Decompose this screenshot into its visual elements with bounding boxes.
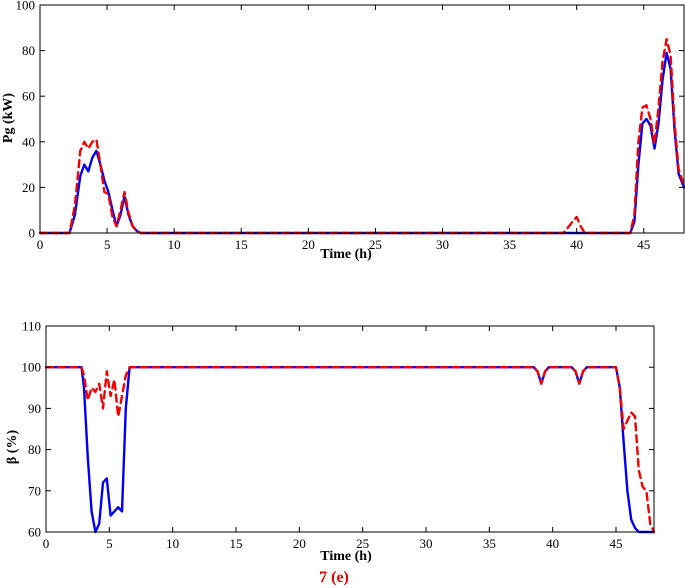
bottom-chart-y-tick-label: 80 — [28, 442, 41, 457]
top-chart-y-tick-label: 80 — [22, 43, 35, 58]
top-chart-y-ticks: 0 20 40 60 80 100 — [16, 0, 684, 241]
figure-caption: 7 (e) — [319, 569, 349, 586]
bottom-chart-x-tick-label: 40 — [546, 536, 559, 551]
bottom-chart-x-ticks: 0 5 10 15 20 25 30 35 40 45 — [43, 326, 623, 551]
bottom-chart-x-label: Time (h) — [320, 549, 372, 564]
top-chart-x-tick-label: 30 — [436, 237, 449, 252]
bottom-chart-x-tick-label: 10 — [166, 536, 179, 551]
bottom-chart-x-tick-label: 30 — [420, 536, 433, 551]
bottom-chart-y-tick-label: 90 — [28, 401, 41, 416]
bottom-chart-y-tick-label: 110 — [22, 319, 41, 334]
top-chart: 0 5 10 15 20 25 30 35 40 45 0 20 40 60 80 100 Time (h)… — [1, 0, 685, 262]
top-chart-x-tick-label: 45 — [637, 237, 650, 252]
bottom-chart-x-tick-label: 35 — [483, 536, 496, 551]
top-chart-y-tick-label: 100 — [16, 0, 36, 13]
bottom-chart-dashed-series-line — [44, 366, 656, 534]
top-chart-x-tick-label: 0 — [37, 237, 44, 252]
top-chart-x-tick-label: 40 — [570, 237, 583, 252]
top-chart-y-tick-label: 0 — [29, 226, 36, 241]
bottom-chart-x-tick-label: 15 — [230, 536, 243, 551]
top-chart-solid-series-line — [38, 51, 685, 235]
top-chart-x-ticks: 0 5 10 15 20 25 30 35 40 45 — [37, 5, 650, 252]
top-chart-y-label: Pg (kW) — [1, 93, 16, 144]
top-chart-x-tick-label: 20 — [302, 237, 315, 252]
bottom-chart: 0 5 10 15 20 25 30 35 40 45 60 70 80 90 100 110 Time (… — [5, 319, 656, 564]
bottom-chart-solid-series-line — [44, 366, 656, 534]
bottom-chart-y-tick-label: 100 — [22, 360, 42, 375]
top-chart-y-tick-label: 40 — [22, 134, 35, 149]
bottom-chart-y-label: β (%) — [5, 430, 20, 465]
top-chart-y-tick-label: 20 — [22, 180, 35, 195]
bottom-chart-x-tick-label: 0 — [43, 536, 50, 551]
bottom-chart-x-tick-label: 25 — [356, 536, 369, 551]
bottom-chart-x-tick-label: 20 — [293, 536, 306, 551]
top-chart-dashed-series-line — [38, 38, 685, 235]
top-chart-x-tick-label: 35 — [503, 237, 516, 252]
top-chart-x-tick-label: 25 — [369, 237, 382, 252]
bottom-chart-y-tick-label: 70 — [28, 483, 41, 498]
top-chart-axes-frame — [39, 4, 685, 234]
top-chart-x-tick-label: 5 — [104, 237, 111, 252]
top-chart-x-tick-label: 15 — [235, 237, 248, 252]
bottom-chart-y-tick-label: 60 — [28, 525, 41, 540]
top-chart-x-tick-label: 10 — [168, 237, 181, 252]
bottom-chart-series — [44, 366, 656, 534]
bottom-chart-y-ticks: 60 70 80 90 100 110 — [22, 319, 654, 540]
top-chart-x-label: Time (h) — [320, 247, 372, 262]
bottom-chart-axes-frame — [45, 325, 655, 533]
top-chart-y-tick-label: 60 — [22, 89, 35, 104]
top-chart-series — [38, 38, 685, 235]
bottom-chart-x-tick-label: 5 — [106, 536, 113, 551]
bottom-chart-x-tick-label: 45 — [610, 536, 623, 551]
